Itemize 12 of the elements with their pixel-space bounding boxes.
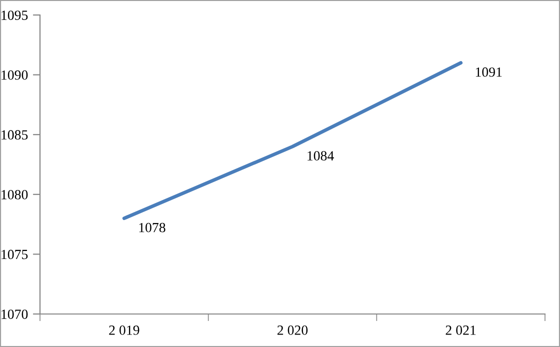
data-label: 1078 — [139, 222, 166, 232]
data-label: 1084 — [308, 151, 334, 160]
y-tick-label: 1080 — [2, 190, 28, 200]
y-tick-label: 1070 — [2, 310, 28, 319]
y-tick-label: 1090 — [2, 70, 28, 80]
data-label: 1091 — [476, 67, 502, 77]
y-tick-label: 1075 — [2, 250, 28, 260]
y-tick-label: 1085 — [2, 130, 28, 140]
y-tick-label: 1095 — [2, 10, 28, 20]
x-tick-label: 2 019 — [109, 326, 140, 335]
x-tick-label: 2 020 — [277, 326, 308, 335]
x-tick-label: 2 021 — [446, 326, 476, 335]
